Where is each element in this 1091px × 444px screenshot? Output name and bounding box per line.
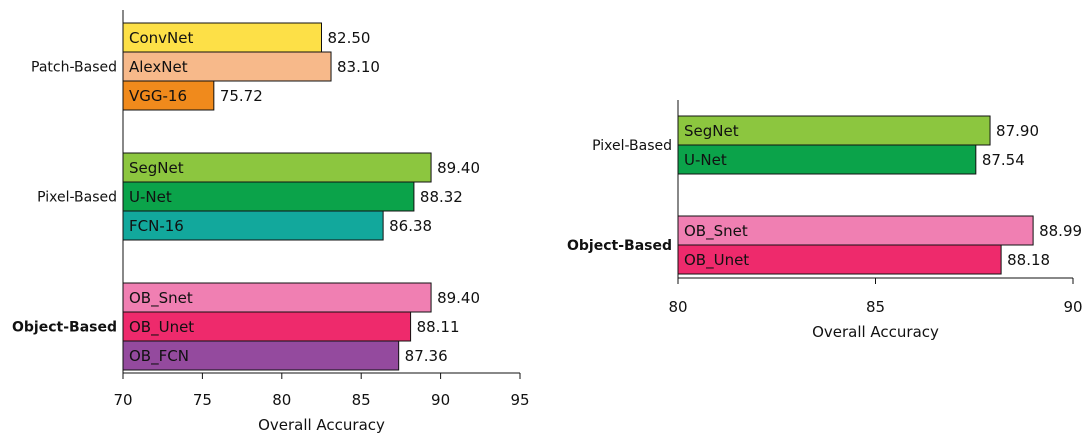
bar [677,244,1002,275]
bar-label: AlexNet [129,58,188,76]
data-label: 75.72 [220,87,263,105]
data-label: 88.32 [420,188,463,206]
group-label: Pixel-Based [592,138,672,154]
group-label: Pixel-Based [37,190,117,206]
bar-label: OB_Unet [684,251,749,270]
bar-label: OB_Snet [129,289,193,308]
bar [122,80,215,111]
x-tick-label: 75 [193,391,212,409]
data-label: 88.18 [1007,251,1050,269]
group-label: Patch-Based [31,60,117,76]
x-tick-label: 70 [113,391,132,409]
bar-label: SegNet [684,122,739,140]
x-tick-label: 95 [510,391,529,409]
bar [122,311,412,342]
data-label: 87.54 [982,151,1025,169]
x-tick-label: 85 [352,391,371,409]
data-label: 87.36 [405,347,448,365]
x-tick-label: 80 [272,391,291,409]
group-label: Object-Based [567,238,672,254]
bar [122,152,432,183]
bar-label: OB_Unet [129,318,194,337]
x-axis-title: Overall Accuracy [812,323,939,341]
bar-label: U-Net [684,151,727,169]
bar [122,282,432,313]
data-label: 82.50 [328,29,371,47]
bar-label: OB_FCN [129,347,189,366]
bar [122,210,384,241]
x-tick-label: 90 [431,391,450,409]
bar [122,51,332,82]
bar-label: FCN-16 [129,217,184,235]
data-label: 83.10 [337,58,380,76]
bar [122,181,415,212]
data-label: 86.38 [389,217,432,235]
data-label: 88.99 [1039,222,1082,240]
bar-label: VGG-16 [129,87,187,105]
data-label: 87.90 [996,122,1039,140]
data-label: 89.40 [437,289,480,307]
chart-panel-2: 80 85 90 Overall Accuracy SegNet 87.90 U-Net 87… [567,100,1083,341]
x-tick-label: 90 [1063,298,1082,316]
x-tick-label: 80 [668,298,687,316]
chart-panel-1: 70 75 80 85 90 95 Overall Accuracy ConvNet 82.50… [12,10,530,434]
bar [122,22,322,53]
data-label: 88.11 [417,318,460,336]
bar-label: ConvNet [129,29,193,47]
bar-label: OB_Snet [684,222,748,241]
x-axis-title: Overall Accuracy [258,416,385,434]
x-tick-label: 85 [866,298,885,316]
bar [122,340,400,371]
data-label: 89.40 [437,159,480,177]
bar-label: U-Net [129,188,172,206]
bar [677,144,977,175]
bar-label: SegNet [129,159,184,177]
group-label: Object-Based [12,320,117,336]
